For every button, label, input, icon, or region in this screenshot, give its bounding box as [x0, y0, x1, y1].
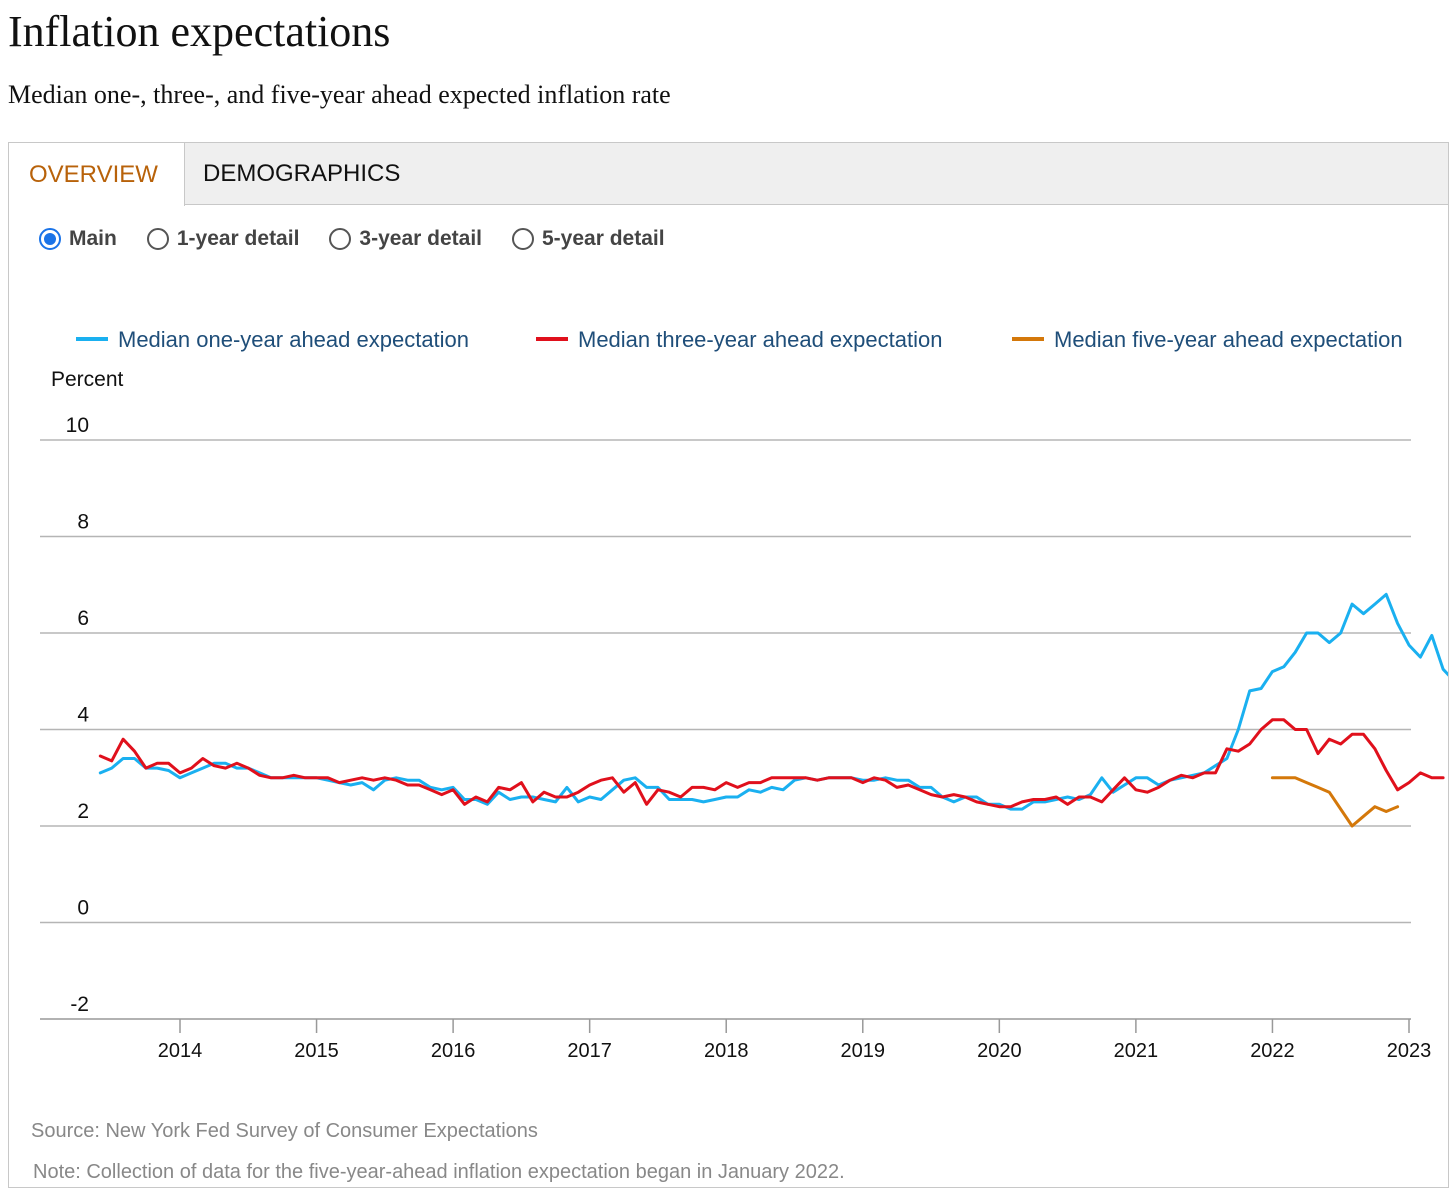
radio-label: 3-year detail	[359, 227, 482, 250]
footnote: Note: Collection of data for the five-ye…	[33, 1161, 845, 1183]
page-subtitle: Median one-, three-, and five-year ahead…	[8, 80, 671, 109]
radio-selected-icon[interactable]	[39, 228, 61, 250]
page-title: Inflation expectations	[8, 7, 391, 56]
radio-unselected-icon[interactable]	[146, 228, 169, 250]
radio-label: 5-year detail	[542, 227, 665, 250]
y-axis-label: Percent	[51, 368, 124, 391]
x-tick-label: 2020	[977, 1040, 1022, 1062]
radio-unselected-icon[interactable]	[329, 228, 352, 250]
y-tick-label: 0	[77, 897, 89, 920]
y-tick-label: 6	[77, 607, 89, 630]
radio-5-year-detail[interactable]: 5-year detail	[512, 227, 665, 251]
chart-panel: OVERVIEW DEMOGRAPHICS Main 1-year detail…	[8, 142, 1449, 1188]
legend-entry: Median one-year ahead expectation	[118, 327, 469, 352]
x-tick-label: 2019	[841, 1040, 886, 1062]
series-line-1	[98, 592, 1448, 811]
tab-overview[interactable]: OVERVIEW	[9, 143, 185, 206]
view-radio-group: Main 1-year detail 3-year detail 5-year …	[39, 227, 695, 251]
x-tick-label: 2023	[1387, 1040, 1432, 1062]
radio-1-year-detail[interactable]: 1-year detail	[146, 227, 300, 251]
line-chart: -2 0 2 4 6 8 10 Percent 2014 2015 2016 2017 2018 2019…	[40, 327, 1448, 1062]
radio-label: Main	[69, 227, 117, 250]
x-tick-label: 2015	[294, 1040, 339, 1062]
legend-entry: Median three-year ahead expectation	[578, 327, 942, 352]
y-tick-label: 10	[66, 414, 89, 437]
x-tick-label: 2016	[431, 1040, 476, 1062]
series-line-3	[1270, 776, 1400, 828]
tab-bar: OVERVIEW DEMOGRAPHICS	[9, 143, 1448, 206]
radio-main[interactable]: Main	[39, 227, 117, 251]
x-tick-label: 2014	[158, 1040, 203, 1062]
tab-demographics[interactable]: DEMOGRAPHICS	[203, 160, 401, 187]
radio-unselected-icon[interactable]	[512, 228, 534, 250]
legend-entry: Median five-year ahead expectation	[1054, 327, 1403, 352]
x-tick-label: 2021	[1114, 1040, 1159, 1062]
radio-label: 1-year detail	[176, 227, 300, 250]
y-tick-label: 8	[77, 511, 89, 534]
series-line-2	[98, 718, 1445, 809]
radio-3-year-detail[interactable]: 3-year detail	[329, 227, 482, 251]
x-tick-label: 2017	[567, 1040, 612, 1062]
x-tick-label: 2018	[704, 1040, 749, 1062]
y-tick-label: 2	[77, 800, 89, 823]
y-tick-label: -2	[70, 993, 89, 1016]
x-tick-label: 2022	[1250, 1040, 1295, 1062]
source-note: Source: New York Fed Survey of Consumer …	[31, 1120, 538, 1142]
y-tick-label: 4	[77, 704, 89, 727]
